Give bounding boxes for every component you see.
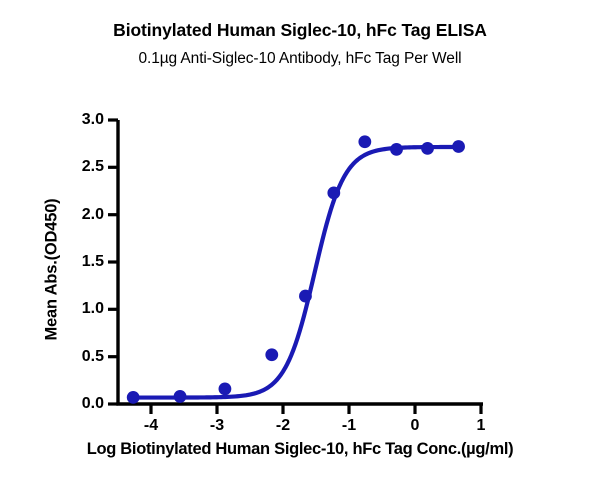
data-point: [327, 186, 341, 200]
data-point: [218, 382, 232, 396]
x-tick-marks: [149, 404, 483, 414]
x-tick-label: 1: [476, 417, 486, 434]
data-point: [421, 142, 434, 155]
data-point: [452, 140, 465, 153]
data-point: [126, 390, 140, 404]
data-point: [358, 135, 372, 149]
y-tick-label: 2.5: [81, 158, 104, 176]
data-point: [390, 142, 403, 156]
x-tick-label: -1: [341, 417, 357, 434]
y-tick-label: 3.0: [81, 111, 104, 128]
x-tick-label: -3: [209, 417, 225, 434]
y-tick-label: 1.5: [81, 253, 104, 270]
y-tick-label: 1.0: [81, 300, 104, 318]
data-point: [299, 289, 312, 303]
y-tick-label: 2.0: [81, 205, 104, 223]
y-tick-label: 0.0: [81, 395, 104, 412]
x-tick-label: -4: [143, 417, 159, 434]
chart-subtitle: 0.1µg Anti-Siglec-10 Antibody, hFc Tag P…: [138, 50, 462, 67]
y-tick-label: 0.5: [81, 347, 104, 365]
chart-title: Biotinylated Human Siglec-10, hFc Tag EL…: [113, 20, 487, 40]
sigmoid-fit-curve: [127, 144, 464, 400]
data-points: [126, 135, 465, 404]
axes-group: [116, 120, 483, 406]
x-tick-label: 0: [410, 417, 420, 434]
data-point: [265, 348, 279, 362]
y-tick-marks: [108, 118, 118, 406]
data-point: [173, 390, 187, 403]
x-tick-label: -2: [275, 417, 291, 434]
x-axis-title: Log Biotinylated Human Siglec-10, hFc Ta…: [86, 440, 514, 458]
